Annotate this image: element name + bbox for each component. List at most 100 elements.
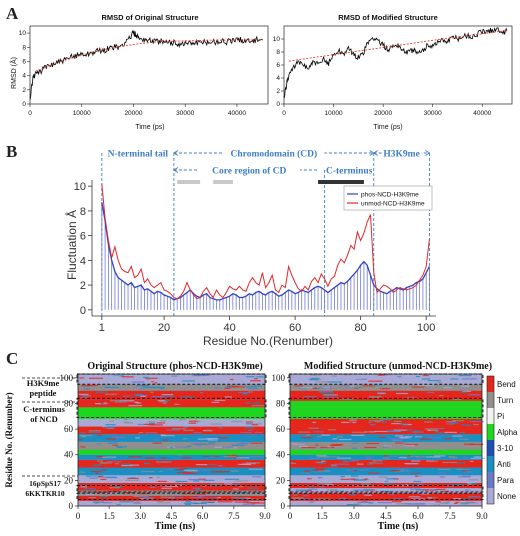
dssp-modified-speckle (446, 423, 455, 425)
dssp-modified-speckle (315, 381, 329, 383)
dssp-modified-speckle (426, 460, 435, 462)
dssp-modified-speckle (351, 434, 365, 436)
dssp-original-speckle (112, 423, 117, 425)
dssp-original-speckle (230, 470, 239, 472)
fluctuation-line-unmod-NCD-H3K9me (101, 183, 430, 300)
colorbar-swatch (487, 392, 494, 408)
fluctuation-ylabel: Fluctuation Å (64, 210, 79, 280)
dssp-original-speckle (224, 483, 233, 485)
dssp-modified-speckle (410, 395, 416, 397)
dssp-modified-speckle (346, 469, 354, 471)
fluctuation-xtick-label: 20 (158, 322, 170, 334)
dssp-modified-speckle (415, 489, 429, 491)
dssp-original-speckle (150, 386, 165, 388)
dssp-modified-speckle (353, 479, 367, 481)
dssp-modified-speckle (473, 456, 483, 458)
dssp-modified-speckle (332, 444, 343, 446)
dssp-original-ytick-label: 100 (60, 373, 74, 383)
rmsd-modified-ytick-label: 0 (276, 101, 280, 108)
dssp-original-speckle (84, 444, 99, 446)
dssp-modified-speckle (473, 423, 479, 426)
dssp-original-speckle (247, 487, 259, 489)
dssp-original-speckle (246, 462, 261, 464)
dssp-original-speckle (109, 420, 115, 422)
dssp-original-speckle (161, 394, 174, 396)
dssp-original-band-bend (78, 459, 265, 468)
dssp-modified-speckle (310, 379, 319, 381)
dssp-original-speckle (179, 376, 187, 378)
fluctuation-ytick-label: 4 (80, 255, 86, 267)
colorbar-label: Para (497, 476, 514, 485)
dssp-modified-speckle (327, 446, 331, 448)
region-c-terminus-label: C-terminus (326, 167, 373, 177)
dssp-original-speckle (85, 504, 93, 506)
dssp-original-speckle (250, 380, 261, 382)
dssp-modified-speckle (459, 498, 470, 500)
dssp-original-speckle (133, 502, 142, 504)
dssp-original-speckle (251, 423, 263, 425)
dssp-modified-speckle (454, 502, 458, 504)
annotation-sites-line1: 16pSpS17 (29, 479, 61, 488)
dssp-original-speckle (232, 497, 248, 499)
rmsd-original-plot: RMSD of Original Structure 0 10000 20000 30… (9, 13, 269, 131)
dssp-original-speckle (119, 379, 131, 381)
dssp-modified-speckle (470, 457, 485, 459)
dssp-modified-speckle (464, 489, 470, 491)
dssp-original-speckle (217, 497, 221, 499)
dssp-original-speckle (183, 469, 198, 471)
dssp-modified-speckle (431, 460, 438, 462)
dssp-modified-speckle (381, 421, 387, 423)
dssp-modified-speckle (422, 489, 437, 491)
dssp-modified-speckle (352, 462, 356, 464)
dssp-modified-speckle (375, 421, 380, 423)
dssp-original-speckle (145, 377, 158, 379)
dssp-original-speckle (156, 500, 164, 503)
dssp-modified-xlabel: Time (ns) (378, 521, 419, 532)
dssp-modified-speckle (367, 463, 374, 465)
region-n-terminal-tail-label-bg (92, 146, 183, 158)
dssp-original-speckle (248, 468, 263, 470)
rmsd-original-xtick-label: 20000 (124, 110, 142, 117)
dssp-original-speckle (209, 485, 221, 487)
dssp-original-speckle (217, 501, 233, 503)
dssp-modified-speckle (307, 489, 312, 492)
dssp-original-speckle (138, 432, 144, 434)
dssp-original-band-none (78, 374, 265, 385)
dssp-original-speckle (177, 397, 187, 399)
dssp-modified-speckle (395, 392, 409, 395)
dssp-original-speckle (180, 396, 195, 398)
dssp-modified-speckle (454, 490, 466, 492)
dssp-modified-speckle (426, 456, 441, 458)
dssp-original-speckle (253, 385, 262, 387)
dssp-modified-speckle (439, 472, 447, 474)
dssp-original-speckle (136, 385, 150, 387)
dssp-original-speckle (83, 388, 90, 390)
dssp-modified-speckle (452, 398, 462, 400)
dssp-original-speckle (157, 502, 171, 504)
dssp-original-speckle (159, 401, 168, 403)
dssp-modified-speckle (380, 419, 392, 421)
dssp-modified-band-bend (290, 459, 482, 468)
region-c-terminus-label-bg (318, 163, 381, 175)
dssp-modified-speckle (377, 502, 392, 504)
dssp-modified-speckle (467, 483, 477, 485)
dssp-original-speckle (112, 444, 119, 446)
dssp-original-speckle (184, 503, 192, 505)
colorbar-label: Anti (497, 460, 511, 469)
dssp-modified-speckle (297, 431, 311, 433)
dssp-original-speckle (160, 420, 167, 422)
dssp-original-speckle (131, 468, 136, 471)
rmsd-original-ytick-label: 0 (22, 101, 26, 108)
dssp-original-speckle (164, 468, 173, 470)
dssp-modified-speckle (349, 494, 357, 496)
dssp-modified-speckle (372, 468, 386, 470)
fluctuation-legend (343, 185, 433, 211)
dssp-original-speckle (108, 442, 118, 444)
dssp-modified-speckle (469, 390, 476, 392)
dssp-original-speckle (181, 457, 192, 459)
dssp-modified-speckle (339, 398, 354, 400)
dssp-modified-speckle (355, 378, 367, 380)
dssp-modified-speckle (295, 489, 309, 491)
dssp-modified-speckle (364, 494, 372, 496)
dssp-modified-speckle (414, 423, 429, 425)
